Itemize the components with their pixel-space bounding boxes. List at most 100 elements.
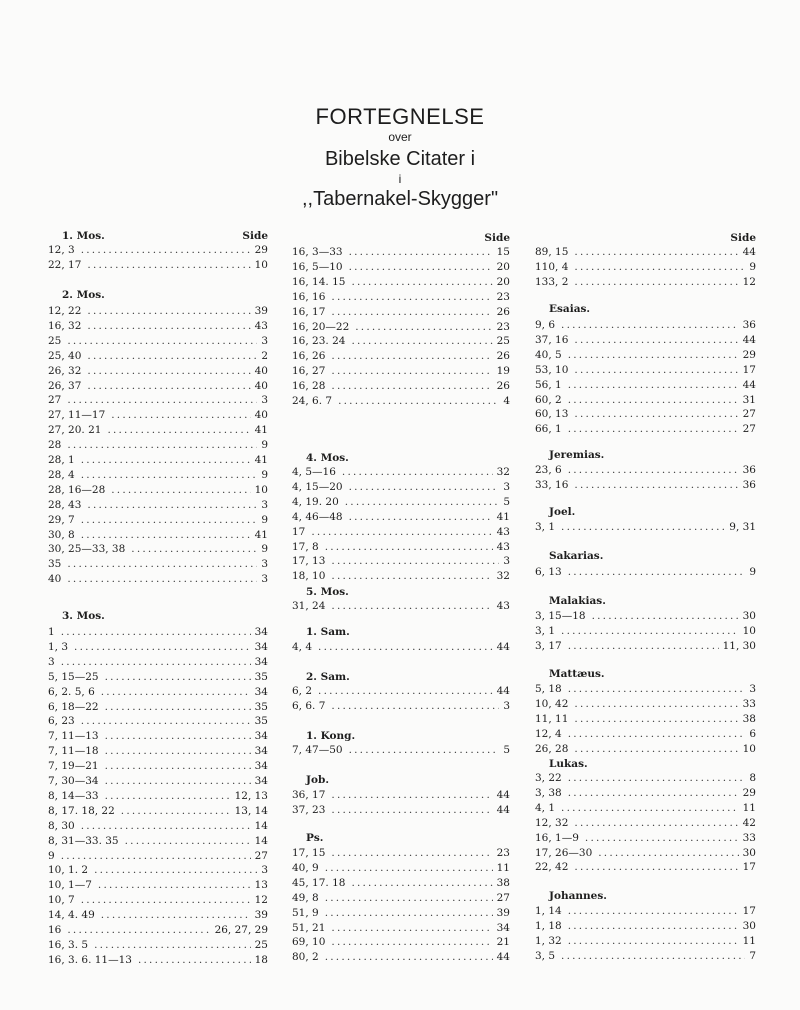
dot-leader: ........................................…: [120, 804, 231, 817]
index-entry: 28......................................…: [48, 439, 268, 452]
page-number: 26: [496, 305, 510, 318]
verse-reference: 3: [48, 655, 55, 668]
dot-leader: ........................................…: [561, 949, 745, 962]
dot-leader: ........................................…: [318, 685, 493, 697]
dot-leader: ........................................…: [331, 570, 493, 583]
dot-leader: ........................................…: [331, 380, 493, 393]
dot-leader: ........................................…: [80, 819, 251, 832]
title-over: over: [388, 130, 412, 144]
page-number: 40: [254, 379, 268, 392]
index-entry: 6, 18—22................................…: [48, 701, 268, 714]
index-entry: 8, 31—33. 35............................…: [48, 835, 268, 848]
side-label: Side: [242, 230, 268, 242]
verse-reference: 24, 6. 7: [292, 395, 333, 407]
verse-reference: 6, 6. 7: [292, 699, 326, 712]
dot-leader: ........................................…: [331, 789, 493, 801]
index-entry: 16......................................…: [48, 924, 268, 937]
dot-leader: ........................................…: [567, 919, 739, 932]
page-number: 35: [254, 670, 268, 683]
index-entry: 40......................................…: [48, 573, 268, 586]
page-number: 44: [742, 246, 756, 258]
section-header: Esaias.: [549, 303, 591, 315]
verse-reference: 23, 6: [535, 464, 562, 476]
page-number: 10: [254, 483, 268, 496]
page-number: 34: [254, 685, 268, 698]
index-entry: 60, 2...................................…: [535, 394, 756, 407]
dot-leader: ........................................…: [351, 275, 492, 288]
dot-leader: ........................................…: [87, 349, 257, 362]
index-entry: 28, 43..................................…: [48, 499, 268, 512]
page-number: 3: [503, 699, 510, 712]
dot-leader: ........................................…: [567, 905, 739, 917]
verse-reference: 7, 11—18: [48, 745, 99, 758]
page-number: 8: [749, 772, 756, 784]
dot-leader: ........................................…: [574, 363, 739, 376]
page-number: 19: [496, 365, 510, 378]
dot-leader: ........................................…: [567, 348, 739, 361]
dot-leader: ........................................…: [561, 801, 739, 814]
index-entry: 60, 13..................................…: [535, 408, 756, 421]
dot-leader: ........................................…: [97, 879, 251, 892]
page-number: 10: [742, 624, 756, 637]
dot-leader: ........................................…: [574, 697, 739, 710]
index-entry: 25......................................…: [48, 335, 268, 348]
dot-leader: ........................................…: [104, 730, 251, 743]
index-entry: 3, 15—18................................…: [535, 610, 756, 623]
page-number: 34: [254, 655, 268, 668]
verse-reference: 6, 2: [292, 685, 313, 697]
page-number: 41: [254, 424, 268, 437]
index-entry: 69, 10..................................…: [292, 936, 510, 949]
section-header: 4. Mos.: [306, 452, 349, 464]
page-number: 9: [749, 566, 756, 578]
verse-reference: 16, 3. 5: [48, 938, 89, 951]
index-entry: 1, 14...................................…: [535, 905, 756, 918]
verse-reference: 51, 9: [292, 906, 319, 919]
verse-reference: 5, 18: [535, 683, 562, 695]
index-entry: 3.......................................…: [48, 656, 268, 669]
page-number: 23: [496, 290, 510, 303]
verse-reference: 27, 20. 21: [48, 424, 102, 437]
verse-reference: 4, 19. 20: [292, 495, 339, 508]
verse-reference: 3, 5: [535, 949, 556, 962]
page-number: 9: [261, 543, 268, 556]
verse-reference: 133, 2: [535, 275, 569, 288]
index-entry: 4, 5—16.................................…: [292, 466, 510, 479]
dot-leader: ........................................…: [318, 641, 493, 653]
verse-reference: 12, 3: [48, 244, 75, 256]
page-number: 14: [254, 819, 268, 832]
dot-leader: ........................................…: [331, 803, 493, 816]
index-entry: 10, 7...................................…: [48, 894, 268, 907]
verse-reference: 8, 17. 18, 22: [48, 804, 115, 817]
dot-leader: ........................................…: [67, 924, 210, 936]
section-header: Lukas.: [549, 758, 588, 770]
verse-reference: 33, 16: [535, 478, 569, 491]
index-entry: 51, 21..................................…: [292, 922, 510, 935]
verse-reference: 53, 10: [535, 363, 569, 376]
verse-reference: 6, 2. 5, 6: [48, 685, 95, 698]
index-entry: 23, 6...................................…: [535, 464, 756, 477]
index-entry: 26, 37..................................…: [48, 380, 268, 393]
index-entry: 3, 17...................................…: [535, 640, 756, 653]
index-entry: 3, 1....................................…: [535, 625, 756, 638]
index-entry: 30, 25—33, 38...........................…: [48, 543, 268, 556]
dot-leader: ........................................…: [324, 891, 493, 904]
index-entry: 16, 16..................................…: [292, 291, 510, 304]
index-entry: 16, 28..................................…: [292, 380, 510, 393]
page-number: 3: [261, 394, 268, 407]
index-entry: 26, 32..................................…: [48, 365, 268, 378]
verse-reference: 36, 17: [292, 789, 326, 801]
dot-leader: ........................................…: [67, 394, 257, 407]
index-entry: 12, 32..................................…: [535, 817, 756, 830]
page-number: 32: [496, 570, 510, 583]
dot-leader: ........................................…: [324, 906, 493, 919]
page-number: 32: [496, 466, 510, 478]
dot-leader: ........................................…: [137, 953, 251, 966]
index-entry: 16, 3. 5................................…: [48, 939, 268, 952]
page-number: 25: [254, 938, 268, 951]
verse-reference: 6, 18—22: [48, 700, 99, 713]
dot-leader: ........................................…: [331, 365, 493, 378]
page-number: 20: [496, 260, 510, 273]
page-number: 11: [742, 934, 756, 947]
dot-leader: ........................................…: [567, 772, 746, 784]
dot-leader: ........................................…: [567, 639, 719, 652]
